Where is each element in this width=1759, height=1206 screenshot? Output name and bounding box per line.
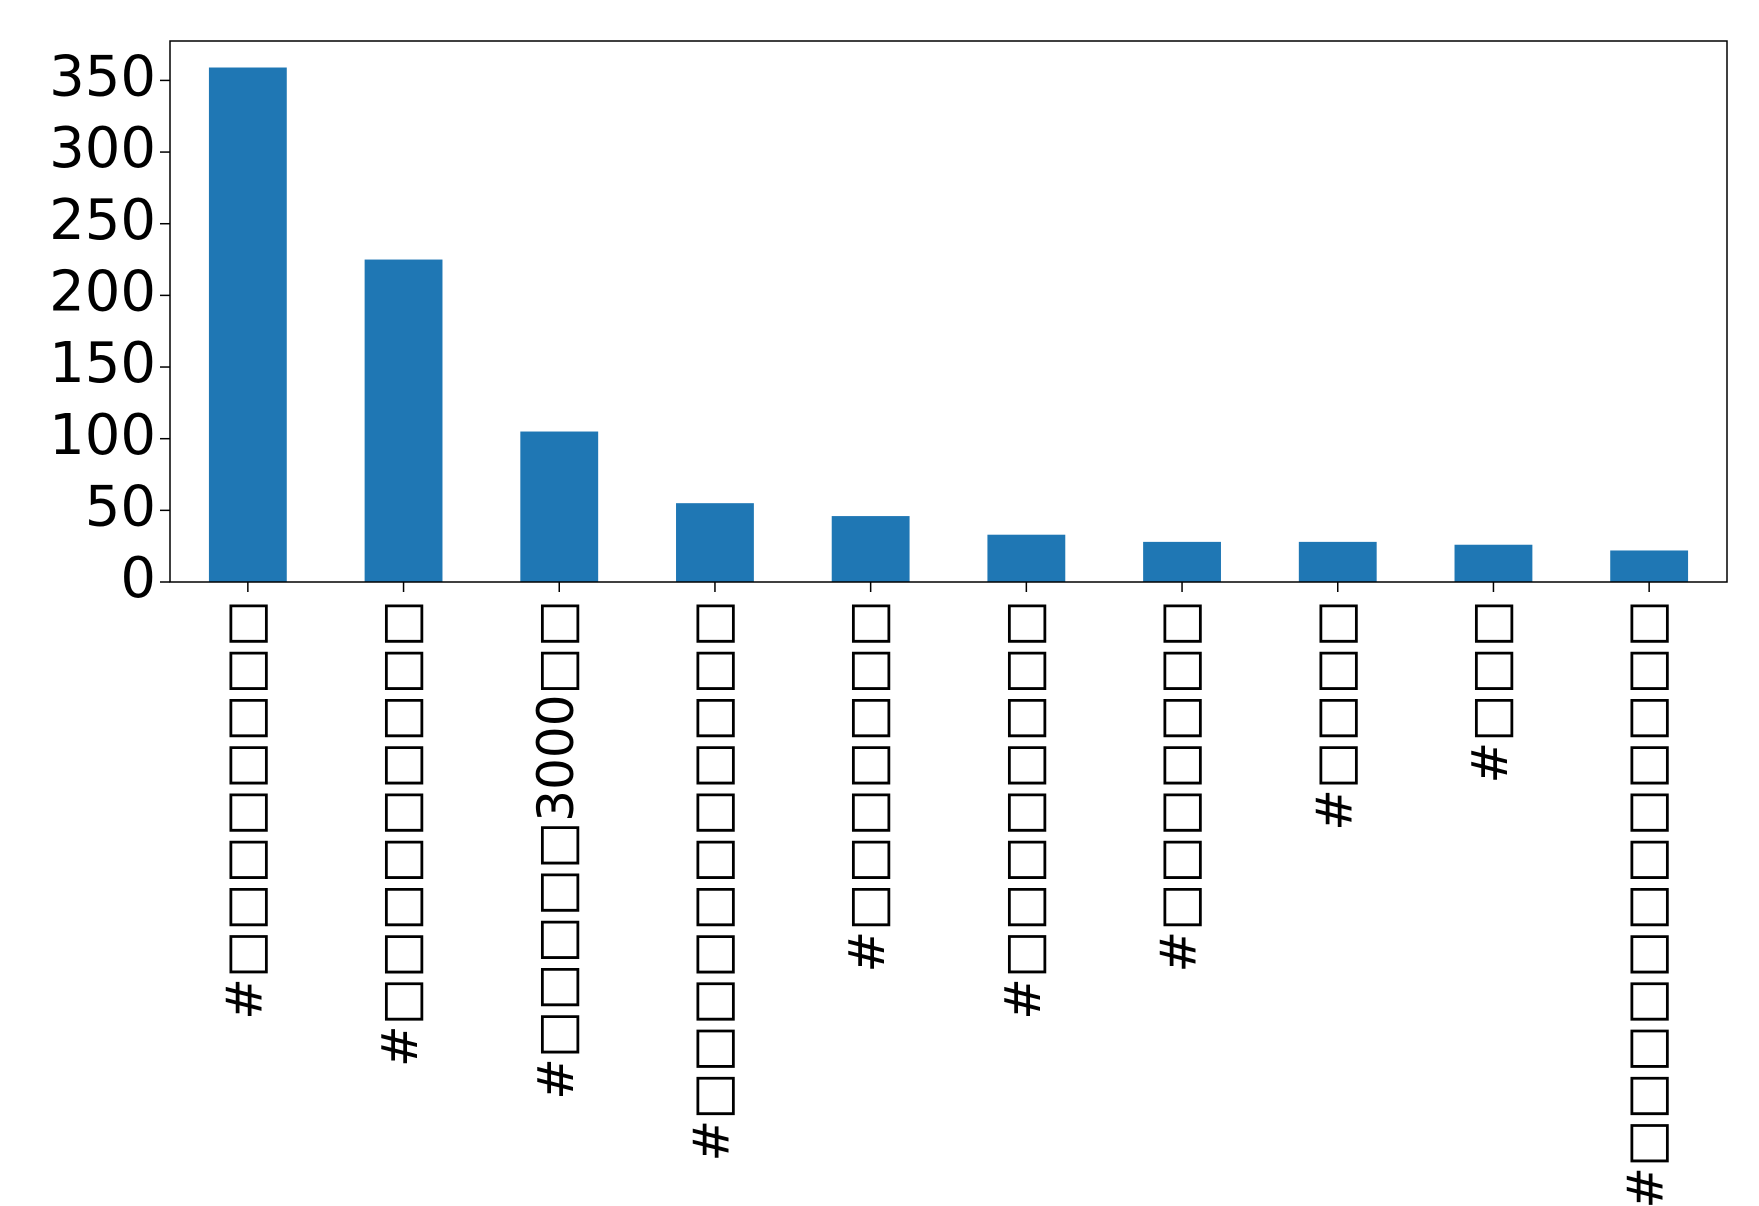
y-tick-label: 100	[49, 403, 156, 468]
bar	[1454, 544, 1533, 582]
x-tick-label: #□□□□□□□	[1150, 600, 1208, 973]
bar	[831, 516, 910, 582]
x-tick-label: #□□□□□□□□	[215, 600, 273, 1020]
bar	[208, 67, 287, 583]
y-tick-label: 250	[49, 188, 156, 253]
bar	[987, 534, 1066, 582]
y-tick-label: 0	[120, 546, 156, 611]
x-tick-label: #□□□□□□□□□□□□	[1617, 600, 1675, 1206]
x-tick-label: #□□□□□□□□	[994, 600, 1052, 1020]
x-tick-label: #□□□□□□□□□	[371, 600, 429, 1067]
x-tick-label: #□□□	[1461, 600, 1519, 784]
x-tick-label: #□□□□□□□	[838, 600, 896, 973]
bar	[1143, 541, 1221, 582]
x-tick-label: #□□□□	[1305, 600, 1363, 831]
y-tick-label: 200	[49, 260, 156, 325]
bar	[520, 431, 599, 582]
bar	[676, 503, 754, 582]
bar	[1298, 541, 1377, 582]
plot-frame	[169, 40, 1728, 583]
bar	[364, 259, 443, 582]
x-tick-label: #□□□□□□□□□□□	[682, 600, 740, 1162]
y-tick-label: 300	[49, 116, 156, 181]
x-tick-label: #□□□□□3000□□	[527, 600, 585, 1100]
y-tick-label: 350	[49, 45, 156, 110]
y-tick-label: 50	[85, 474, 156, 539]
y-tick-label: 150	[49, 331, 156, 396]
bar	[1610, 550, 1689, 582]
